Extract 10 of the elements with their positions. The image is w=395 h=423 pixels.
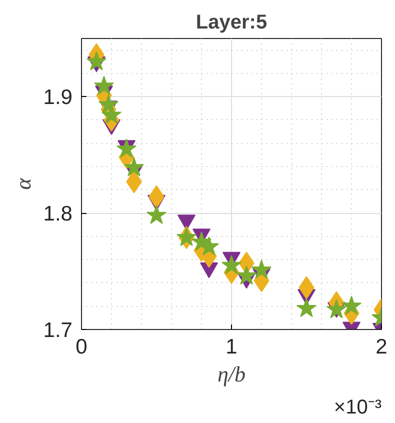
y-tick-label: 1.8 — [43, 202, 73, 226]
x-axis-title: η/b — [217, 362, 246, 386]
chart-title: Layer:5 — [196, 12, 268, 34]
y-tick-label: 1.7 — [43, 319, 73, 342]
text: ×10⁻³ — [334, 396, 382, 418]
x-tick-label: 2 — [376, 336, 388, 358]
y-tick-label: 1.9 — [43, 86, 73, 110]
x-tick-label: 1 — [226, 336, 238, 358]
x-tick-label: 0 — [76, 336, 88, 358]
y-axis-title: α — [10, 178, 36, 190]
